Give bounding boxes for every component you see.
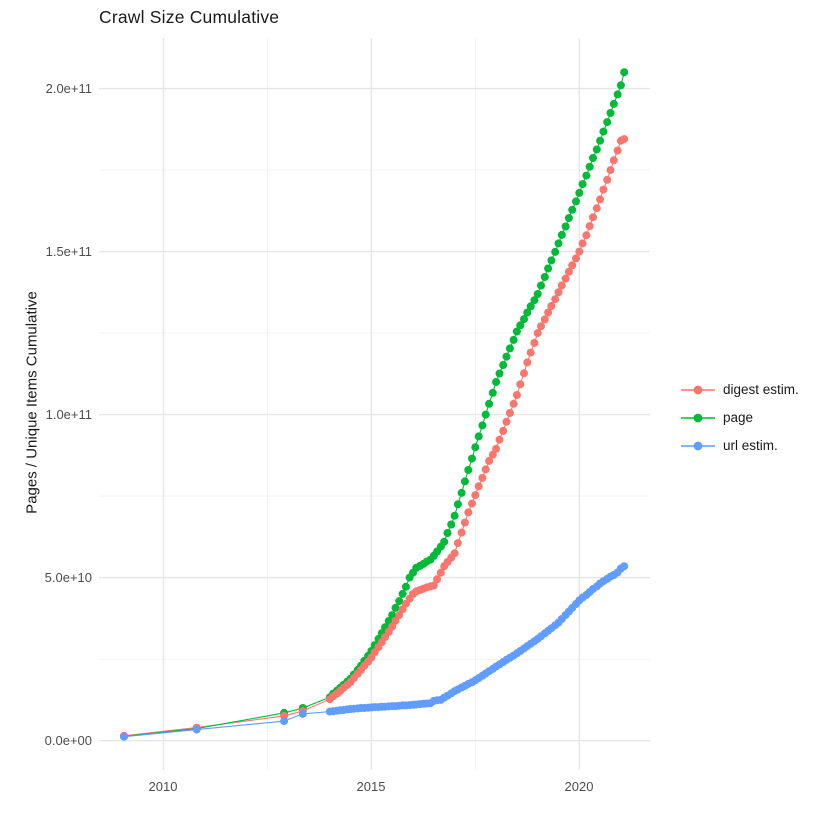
- x-tick-label-2020: 2020: [564, 779, 594, 794]
- y-tick-label-1: 5.0e+10: [44, 570, 92, 585]
- legend-label-page: page: [723, 410, 754, 425]
- x-tick-label-2015: 2015: [356, 779, 386, 794]
- gridlines-minor: [99, 38, 650, 770]
- legend-label-digest: digest estim.: [723, 382, 799, 397]
- legend-item-digest: digest estim.: [679, 379, 799, 400]
- points-digest: [120, 135, 629, 740]
- line-page: [123, 72, 625, 737]
- y-tick-label-0: 0.0e+00: [44, 733, 92, 748]
- points-page: [120, 68, 629, 741]
- gridlines-major: [99, 38, 650, 770]
- points-url: [120, 562, 629, 741]
- y-tick-label-2: 1.0e+11: [45, 407, 92, 422]
- y-tick-label-3: 1.5e+11: [45, 244, 92, 259]
- y-tick-label-4: 2.0e+11: [45, 81, 92, 96]
- legend-item-page: page: [679, 407, 799, 428]
- legend-key-page-icon: [681, 413, 715, 422]
- plot-title: Crawl Size Cumulative: [99, 7, 280, 27]
- legend-key-digest-icon: [681, 385, 715, 394]
- y-axis-title: Pages / Unique Items Cumulative: [23, 291, 41, 514]
- legend-key-url-icon: [681, 441, 715, 450]
- legend-item-url: url estim.: [679, 435, 799, 456]
- x-tick-label-2010: 2010: [148, 779, 178, 794]
- legend-label-url: url estim.: [723, 438, 778, 453]
- legend: digest estim. page url estim.: [679, 379, 799, 456]
